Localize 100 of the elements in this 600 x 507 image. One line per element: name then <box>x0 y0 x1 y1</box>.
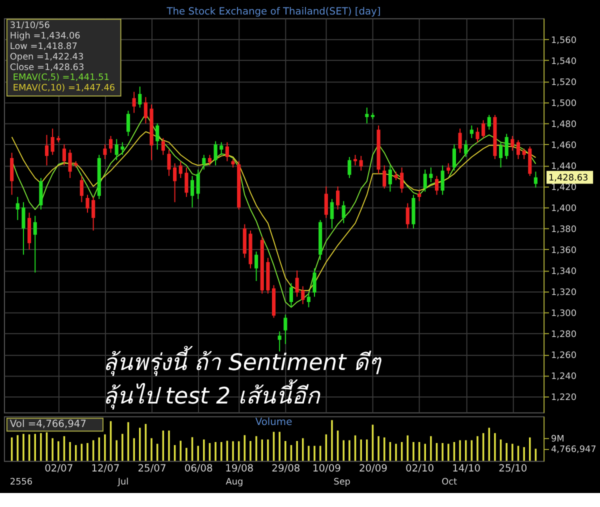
candlestick <box>161 138 165 156</box>
y-tick-label: 1,520 <box>550 78 577 88</box>
text: Sep <box>334 478 351 488</box>
candlestick <box>330 198 334 229</box>
candlestick <box>202 154 206 170</box>
candlestick <box>44 134 49 166</box>
x-tick-label: 20/09 <box>358 463 388 474</box>
y-tick-label: 1,480 <box>550 120 577 130</box>
x-tick-label: 14/10 <box>452 463 481 474</box>
candlestick <box>254 251 258 282</box>
candlestick <box>365 107 369 124</box>
candlestick <box>482 120 486 139</box>
candlestick <box>434 175 439 196</box>
candlestick <box>510 135 514 152</box>
candlestick <box>289 282 294 308</box>
candlestick <box>464 140 468 158</box>
candlestick <box>487 114 491 130</box>
x-tick-label: 19/08 <box>225 463 254 474</box>
candlestick <box>132 91 136 114</box>
x-tick-label: 12/07 <box>91 463 120 474</box>
candlestick <box>440 164 444 196</box>
y-tick-label: 1,260 <box>550 351 577 362</box>
candlestick <box>173 162 177 203</box>
candlestick <box>504 133 508 160</box>
candlestick <box>103 144 107 160</box>
annotation: ลุ้นไป test 2 เส้นนี้อีก <box>102 378 321 410</box>
chart-title: The Stock Exchange of Thailand(SET) [day] <box>166 6 381 18</box>
annotation: High =1,434.06 <box>10 32 81 42</box>
y-tick-label: 1,460 <box>550 140 577 151</box>
y-tick-label: 1,400 <box>550 204 577 214</box>
candlestick <box>62 144 66 166</box>
candlestick <box>336 186 340 210</box>
candlestick <box>178 160 182 179</box>
candlestick <box>312 268 316 298</box>
candlestick <box>306 293 310 308</box>
candlestick <box>184 167 188 198</box>
annotation: Open =1,422.43 <box>10 52 84 62</box>
candlestick <box>324 186 328 218</box>
candlestick <box>458 128 462 154</box>
y-tick-label: 1,380 <box>550 224 577 235</box>
candlestick <box>16 196 20 221</box>
y-tick-label: 1,540 <box>550 56 577 67</box>
candlestick <box>50 128 54 156</box>
candlestick <box>284 314 288 345</box>
candlestick <box>534 171 538 188</box>
y-tick-label: 1,420 <box>550 182 577 193</box>
candlestick <box>423 169 427 192</box>
text: Aug <box>226 478 244 488</box>
candlestick <box>167 149 171 176</box>
candlestick <box>68 149 72 179</box>
candlestick <box>114 138 118 161</box>
text: Jul <box>116 478 129 488</box>
candlestick <box>406 202 410 229</box>
candlestick <box>295 270 299 298</box>
candlestick <box>22 202 26 256</box>
candlestick <box>452 144 456 172</box>
text: 2556 <box>10 478 33 488</box>
annotation: Vol =4,766,947 <box>10 419 86 430</box>
candlestick <box>10 152 14 196</box>
candlestick <box>429 167 433 183</box>
candlestick <box>476 127 480 143</box>
candlestick <box>516 140 520 160</box>
chart-title: Volume <box>255 417 292 428</box>
y-tick-label: 1,360 <box>550 246 577 256</box>
text: Oct <box>442 478 458 488</box>
candlestick <box>214 140 218 166</box>
candlestick <box>190 175 194 208</box>
candlestick <box>382 164 386 190</box>
x-tick-label: 29/08 <box>272 463 300 474</box>
candlestick <box>353 154 358 166</box>
candlestick <box>522 148 526 160</box>
x-tick-label: 10/09 <box>312 463 341 474</box>
candlestick <box>225 142 229 162</box>
candlestick <box>220 142 224 156</box>
candlestick <box>126 110 130 136</box>
candlestick <box>359 155 363 172</box>
candlestick <box>470 124 474 139</box>
candlestick <box>120 142 124 156</box>
x-tick-label: 06/08 <box>184 463 213 474</box>
annotation: Close =1,428.63 <box>10 62 84 73</box>
y-tick-label: 9M <box>550 434 564 444</box>
candlestick <box>498 142 503 168</box>
x-tick-label: 25/10 <box>498 463 528 474</box>
y-tick-label: 1,440 <box>550 162 577 172</box>
candlestick <box>33 215 37 274</box>
candlestick <box>208 154 212 166</box>
candlestick <box>108 135 113 154</box>
y-tick-label: 1,560 <box>550 36 577 46</box>
candlestick <box>80 175 84 203</box>
candlestick <box>418 190 422 202</box>
x-tick-label: 02/10 <box>406 463 434 474</box>
candlestick <box>144 96 148 124</box>
candlestick <box>342 200 346 224</box>
y-tick-label: 1,240 <box>550 372 577 382</box>
annotation: 31/10/56 <box>10 21 50 32</box>
y-tick-label: 1,500 <box>550 98 577 109</box>
x-tick-label: 02/07 <box>44 463 74 474</box>
y-tick-label: 1,220 <box>550 393 577 404</box>
candlestick <box>446 162 450 174</box>
candlestick <box>156 122 160 150</box>
